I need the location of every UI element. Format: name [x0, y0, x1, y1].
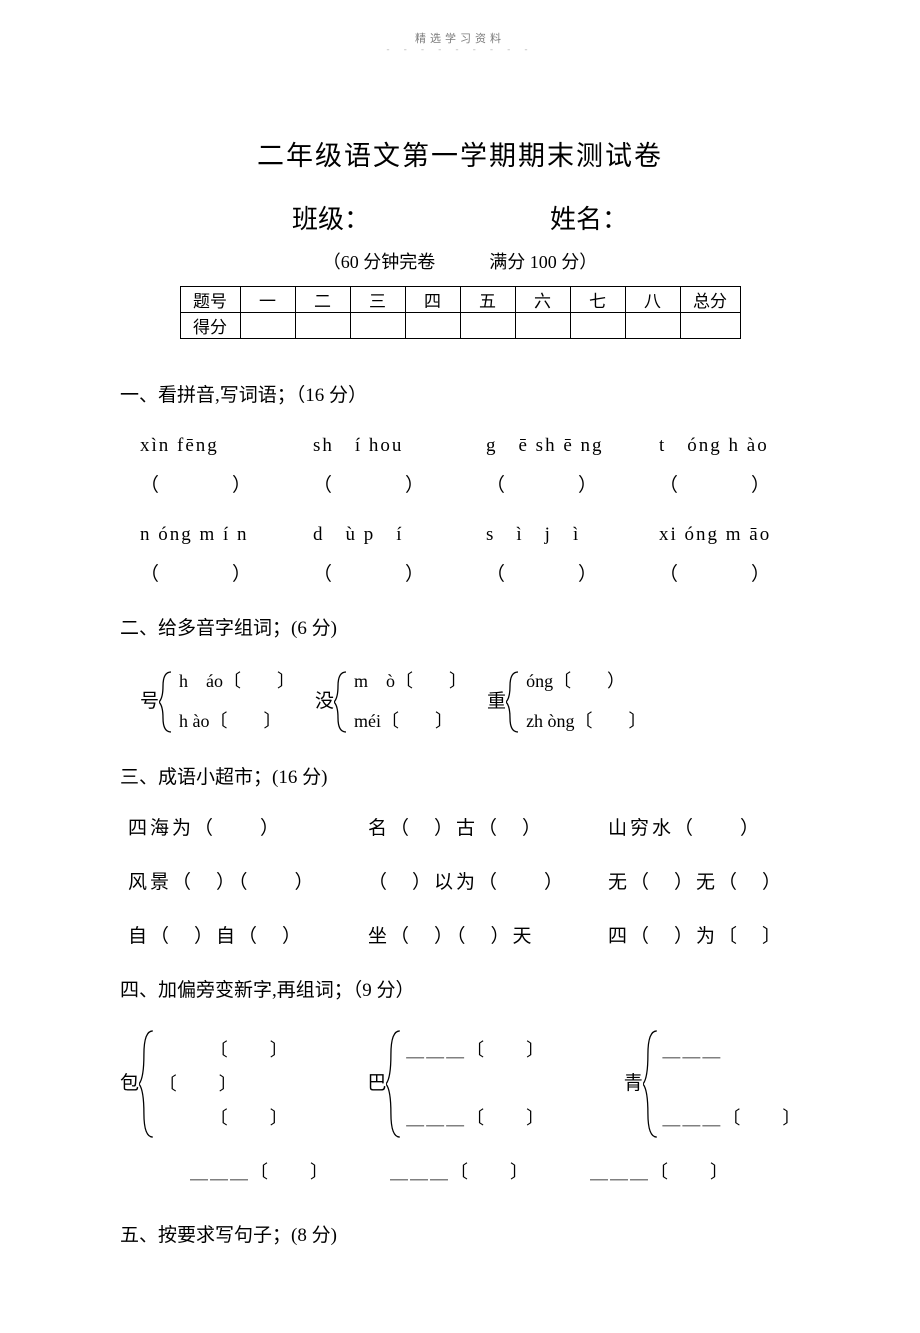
idiom-item: 名（ ）古（ ）	[368, 812, 560, 846]
idiom-item: 四海为（ ）	[128, 812, 320, 846]
section-5: 五、按要求写句子；(8 分)	[120, 1219, 800, 1253]
cell	[570, 313, 625, 339]
radical-bottom-item: ＿＿＿〔 〕	[590, 1156, 730, 1188]
radical-line: ＿＿＿	[662, 1033, 800, 1067]
table-row: 题号 一 二 三 四 五 六 七 八 总分	[180, 287, 740, 313]
char: 包	[120, 1067, 139, 1101]
cell-label: 得分	[180, 313, 240, 339]
cell	[405, 313, 460, 339]
cell	[350, 313, 405, 339]
cell	[460, 313, 515, 339]
paren-blank: （ ）	[659, 558, 800, 592]
char: 重	[487, 685, 506, 719]
pinyin-item: sh í hou	[313, 429, 454, 463]
class-label: 班级：	[292, 199, 370, 236]
brace-icon	[139, 1024, 157, 1144]
cell: 六	[515, 287, 570, 313]
table-row: 得分	[180, 313, 740, 339]
cell: 一	[240, 287, 295, 313]
time-info: （60 分钟完卷 满分 100 分）	[120, 248, 800, 274]
pinyin-item: xi óng m āo	[659, 518, 800, 552]
radical-line: ＿＿＿〔 〕	[662, 1101, 800, 1135]
name-label: 姓名：	[550, 199, 628, 236]
idiom-item: 四（ ）为〔 〕	[608, 920, 800, 954]
exam-title: 二年级语文第一学期期末测试卷	[120, 134, 800, 173]
section-title: 二、给多音字组词；(6 分)	[120, 612, 800, 646]
reading-top: m ò〔 〕	[354, 662, 467, 702]
brace-icon	[386, 1024, 404, 1144]
radical-line: ＿＿＿〔 〕	[406, 1033, 544, 1067]
spacer	[662, 1067, 800, 1101]
idiom-item: 山穷水（ ）	[608, 812, 800, 846]
char: 没	[315, 685, 334, 719]
radical-group: 青 ＿＿＿ ＿＿＿〔 〕	[624, 1024, 800, 1144]
idiom-item: 自（ ）自（ ）	[128, 920, 320, 954]
cell: 二	[295, 287, 350, 313]
paren-blank: （ ）	[313, 558, 454, 592]
cell-total: 总分	[680, 287, 740, 313]
cell: 七	[570, 287, 625, 313]
section-title: 三、成语小超市；(16 分)	[120, 761, 800, 795]
multi-sound-group: 重 óng〔 ） zh òng〔 〕	[487, 662, 647, 741]
paren-blank: （ ）	[140, 558, 281, 592]
idiom-item: 风景（ ）（ ）	[128, 866, 320, 900]
cell	[515, 313, 570, 339]
reading-bot: h ào〔 〕	[179, 702, 295, 742]
paren-blank: （ ）	[486, 469, 627, 503]
pinyin-item: g ē sh ē ng	[486, 429, 627, 463]
brace-icon	[506, 668, 522, 736]
char: 巴	[367, 1067, 386, 1101]
cell	[240, 313, 295, 339]
section-1: 一、看拼音,写词语；（16 分） xìn fēng sh í hou g ē s…	[120, 379, 800, 592]
cell	[295, 313, 350, 339]
spacer	[406, 1067, 544, 1101]
pinyin-item: t óng h ào	[659, 429, 800, 463]
radical-group: 巴 ＿＿＿〔 〕 ＿＿＿〔 〕	[367, 1024, 543, 1144]
section-title: 五、按要求写句子；(8 分)	[120, 1219, 800, 1253]
radical-line: 〔 〕	[159, 1101, 288, 1135]
pinyin-item: d ù p í	[313, 518, 454, 552]
brace-icon	[334, 668, 350, 736]
score-table: 题号 一 二 三 四 五 六 七 八 总分 得分	[180, 286, 741, 339]
pinyin-item: xìn fēng	[140, 429, 281, 463]
section-title: 一、看拼音,写词语；（16 分）	[120, 379, 800, 413]
reading-bot: zh òng〔 〕	[526, 702, 647, 742]
cell: 三	[350, 287, 405, 313]
section-3: 三、成语小超市；(16 分) 四海为（ ） 名（ ）古（ ） 山穷水（ ） 风景…	[120, 761, 800, 954]
cell: 八	[625, 287, 680, 313]
char: 青	[624, 1067, 643, 1101]
reading-bot: méi〔 〕	[354, 702, 467, 742]
section-4: 四、加偏旁变新字,再组词；（9 分） 包 〔 〕 〔 〕 〔 〕 巴 ＿＿＿〔 …	[120, 974, 800, 1189]
cell: 四	[405, 287, 460, 313]
pinyin-item: s ì j ì	[486, 518, 627, 552]
paren-blank: （ ）	[140, 469, 281, 503]
paren-blank: （ ）	[659, 469, 800, 503]
idiom-item: （ ）以为（ ）	[368, 866, 560, 900]
radical-bottom-item: ＿＿＿〔 〕	[390, 1156, 530, 1188]
cell-label: 题号	[180, 287, 240, 313]
radical-line: 〔 〕	[159, 1067, 288, 1101]
radical-line: ＿＿＿〔 〕	[406, 1101, 544, 1135]
radical-line: 〔 〕	[159, 1033, 288, 1067]
cell	[625, 313, 680, 339]
multi-sound-group: 没 m ò〔 〕 méi〔 〕	[315, 662, 467, 741]
section-2: 二、给多音字组词；(6 分) 号 h áo〔 〕 h ào〔 〕 没 m ò〔 …	[120, 612, 800, 741]
idiom-item: 坐（ ）（ ）天	[368, 920, 560, 954]
paren-blank: （ ）	[313, 469, 454, 503]
section-title: 四、加偏旁变新字,再组词；（9 分）	[120, 974, 800, 1008]
reading-top: óng〔 ）	[526, 662, 647, 702]
radical-group: 包 〔 〕 〔 〕 〔 〕	[120, 1024, 287, 1144]
brace-icon	[159, 668, 175, 736]
pinyin-item: n óng m í n	[140, 518, 281, 552]
idiom-item: 无（ ）无（ ）	[608, 866, 800, 900]
char: 号	[140, 685, 159, 719]
radical-bottom-item: ＿＿＿〔 〕	[190, 1156, 330, 1188]
header-dots: - - - - - - - - -	[120, 44, 800, 54]
paren-blank: （ ）	[486, 558, 627, 592]
multi-sound-group: 号 h áo〔 〕 h ào〔 〕	[140, 662, 295, 741]
cell: 五	[460, 287, 515, 313]
brace-icon	[643, 1024, 661, 1144]
cell	[680, 313, 740, 339]
reading-top: h áo〔 〕	[179, 662, 295, 702]
